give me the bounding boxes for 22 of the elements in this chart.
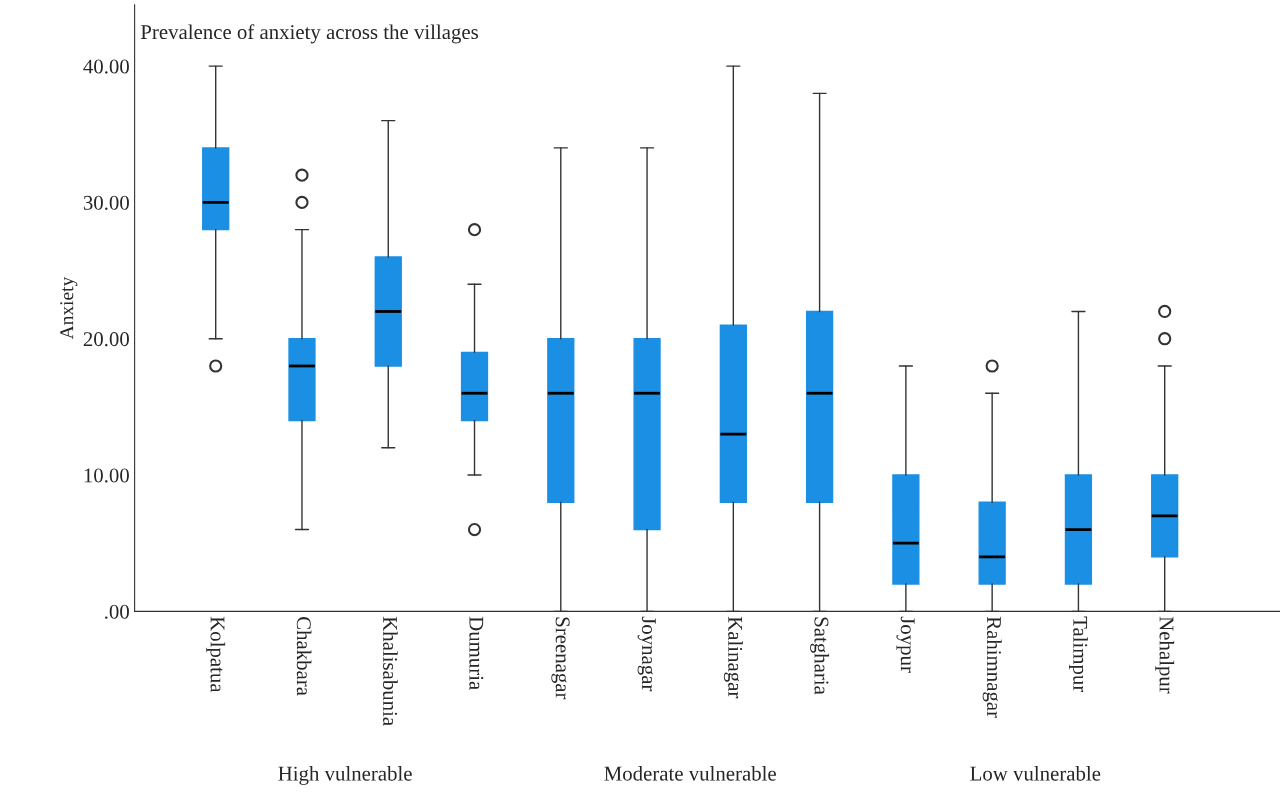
x-tick-label: Joypur [896, 616, 915, 673]
x-tick-label: Chakbara [296, 617, 312, 696]
x-tick-label: Dumuria [469, 616, 484, 690]
y-tick-label: .00 [105, 604, 129, 619]
y-tick-label: 40.00 [83, 59, 129, 74]
x-tick-label: Kalinagar [723, 616, 743, 699]
x-tick-label: Rahimnagar [982, 616, 1002, 718]
x-tick-label: Nehalpur [1155, 616, 1175, 694]
y-tick-label: 20.00 [83, 332, 129, 347]
x-tick-label: Satgharia [810, 617, 830, 695]
text: Moderate vulnerable [604, 766, 776, 781]
x-tick-label: Sreenagar [551, 617, 570, 700]
text: High vulnerable [278, 766, 412, 785]
x-tick-label: Joynagar [637, 616, 656, 692]
x-tick-label: Khalisabunia [383, 616, 398, 726]
y-tick-label: 10.00 [84, 468, 129, 483]
text: Low vulnerable [970, 766, 1101, 781]
x-tick-label: Kolpatua [206, 616, 226, 693]
text: Prevalence of anxiety across the villages [140, 24, 478, 44]
y-axis-title: Anxiety [60, 276, 78, 340]
y-tick-label: 30.00 [83, 195, 129, 210]
x-tick-label: Talimpur [1068, 616, 1088, 693]
